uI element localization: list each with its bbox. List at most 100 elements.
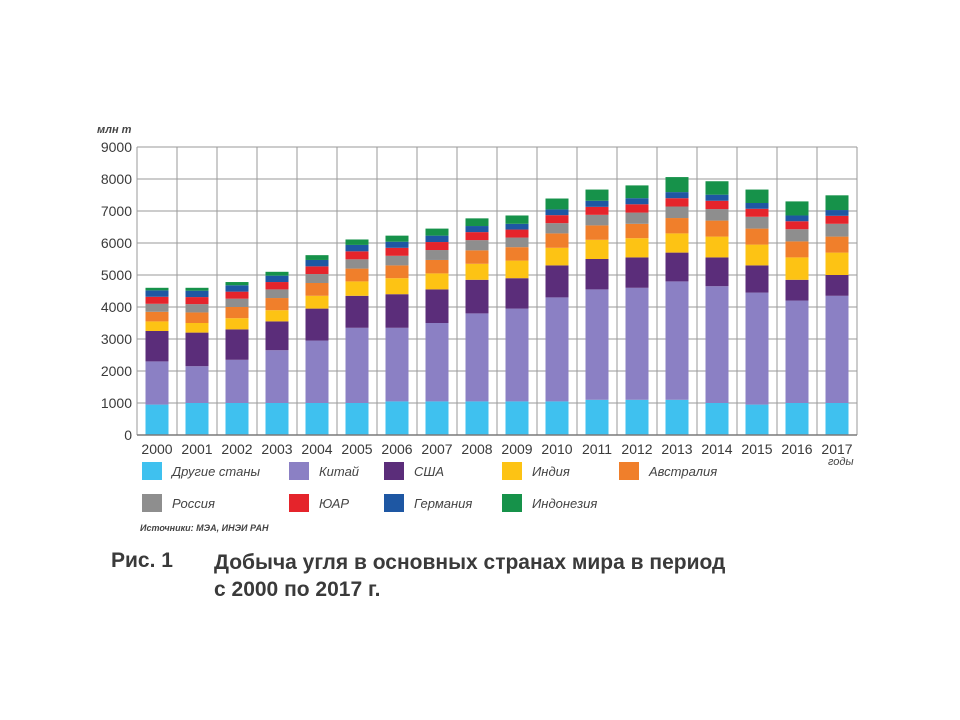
bar-segment: [705, 220, 729, 237]
bar-segment: [305, 308, 329, 341]
source-note: Источники: МЭА, ИНЭИ РАН: [140, 523, 269, 533]
bar-segment: [465, 240, 489, 251]
bar-segment: [665, 281, 689, 400]
bar-segment: [745, 208, 769, 217]
bar-segment: [665, 177, 689, 193]
bar-segment: [585, 225, 609, 240]
bar-segment: [665, 198, 689, 207]
x-tick-label: 2016: [781, 441, 812, 457]
bar-segment: [345, 239, 369, 245]
y-unit-label: млн т: [97, 124, 132, 136]
bar-segment: [265, 275, 289, 283]
x-tick-label: 2008: [461, 441, 492, 457]
x-tick-label: 2017: [821, 441, 852, 457]
bar-segment: [665, 192, 689, 199]
bar-segment: [305, 283, 329, 296]
bar-segment: [385, 265, 409, 279]
bar-segment: [185, 290, 209, 298]
bar-segment: [265, 403, 289, 435]
legend-label: Германия: [414, 495, 473, 511]
bar-segment: [825, 403, 849, 435]
legend-item: Австралия: [619, 462, 717, 480]
bar-segment: [145, 311, 169, 322]
bar-segment: [425, 273, 449, 290]
bar-segment: [345, 244, 369, 252]
bar-segment: [745, 216, 769, 229]
y-tick-label: 7000: [101, 203, 132, 219]
bar-segment: [185, 304, 209, 313]
legend-label: США: [414, 463, 445, 479]
bar-segment: [265, 321, 289, 351]
x-tick-label: 2005: [341, 441, 372, 457]
legend-label: Другие станы: [172, 463, 261, 479]
bar-segment: [665, 252, 689, 282]
bar-segment: [585, 189, 609, 201]
bar-segment: [825, 252, 849, 275]
bar-segment: [745, 203, 769, 209]
bar-segment: [505, 237, 529, 248]
bar-segment: [665, 233, 689, 253]
y-tick-label: 1000: [101, 395, 132, 411]
bar-segment: [625, 287, 649, 400]
bar-segment: [505, 215, 529, 224]
bar-segment: [345, 268, 369, 282]
x-tick-label: 2002: [221, 441, 252, 457]
bar-segment: [705, 181, 729, 195]
x-tick-label: 2007: [421, 441, 452, 457]
bar-segment: [265, 298, 289, 311]
x-unit-label: годы: [828, 456, 854, 468]
legend-label: Россия: [172, 495, 215, 511]
bar-segment: [425, 289, 449, 323]
bar-segment: [585, 259, 609, 290]
bar-segment: [665, 206, 689, 219]
bar-segment: [385, 255, 409, 266]
x-tick-label: 2014: [701, 441, 732, 457]
y-tick-label: 2000: [101, 363, 132, 379]
x-tick-label: 2010: [541, 441, 572, 457]
bar-segment: [545, 265, 569, 298]
bar-segment: [345, 281, 369, 296]
bar-segment: [505, 229, 529, 238]
legend-swatch: [502, 462, 522, 480]
bar-segment: [385, 401, 409, 435]
bar-segment: [625, 238, 649, 258]
bar-segment: [465, 279, 489, 314]
bar-segment: [745, 404, 769, 435]
bar-segment: [705, 286, 729, 403]
bar-segment: [185, 312, 209, 323]
bar-segment: [825, 236, 849, 253]
bar-segment: [385, 241, 409, 248]
bar-segment: [545, 233, 569, 248]
bar-segment: [785, 403, 809, 435]
legend-swatch: [384, 494, 404, 512]
bar-segment: [225, 298, 249, 307]
x-tick-label: 2015: [741, 441, 772, 457]
bar-segment: [385, 327, 409, 402]
y-tick-label: 9000: [101, 139, 132, 155]
bar-segment: [625, 198, 649, 205]
bar-segment: [745, 265, 769, 293]
bar-segment: [345, 259, 369, 269]
bar-segment: [785, 279, 809, 301]
bar-segment: [545, 215, 569, 224]
bar-segment: [305, 403, 329, 435]
bar-segment: [225, 359, 249, 403]
bar-segment: [425, 259, 449, 274]
bar-segment: [145, 321, 169, 331]
x-tick-label: 2001: [181, 441, 212, 457]
bar-segment: [465, 226, 489, 233]
legend-swatch: [289, 494, 309, 512]
bar-segment: [305, 340, 329, 403]
bar-segment: [385, 235, 409, 242]
bar-segment: [265, 310, 289, 322]
bar-segment: [545, 198, 569, 210]
bar-segment: [305, 274, 329, 283]
bar-segment: [145, 290, 169, 297]
bar-segment: [225, 291, 249, 299]
bar-segment: [705, 236, 729, 258]
legend-swatch: [289, 462, 309, 480]
bar-segment: [585, 214, 609, 226]
grid: [136, 146, 858, 436]
bar-segment: [505, 308, 529, 402]
bar-segment: [145, 331, 169, 362]
